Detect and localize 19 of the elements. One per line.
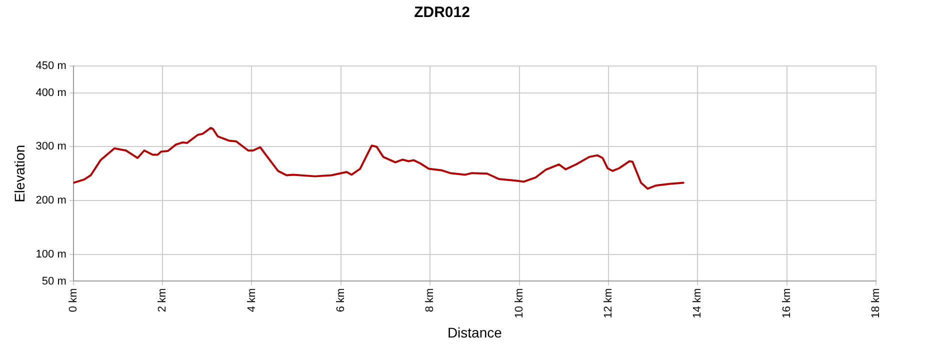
x-tick-label: 0 km [67,288,80,312]
x-tick-label: 6 km [334,288,347,312]
y-tick-label: 450 m [36,60,66,72]
x-tick-label: 14 km [692,288,704,318]
x-tick-label: 2 km [156,288,169,312]
x-tick-label: 10 km [513,288,526,318]
y-tick-label: 100 m [36,248,66,260]
x-tick-label: 12 km [602,288,614,318]
x-tick-label: 18 km [870,288,882,318]
x-axis-title: Distance [447,324,502,340]
chart-title: ZDR012 [414,4,470,22]
x-tick-label: 4 km [246,288,258,312]
x-tick-label: 8 km [424,288,436,312]
y-axis-title: Elevation [11,144,28,202]
y-tick-label: 200 m [36,194,66,207]
y-tick-label: 400 m [36,86,66,99]
x-tick-label: 16 km [780,288,793,318]
y-tick-label: 300 m [36,140,66,153]
y-tick-label: 50 m [42,275,66,288]
